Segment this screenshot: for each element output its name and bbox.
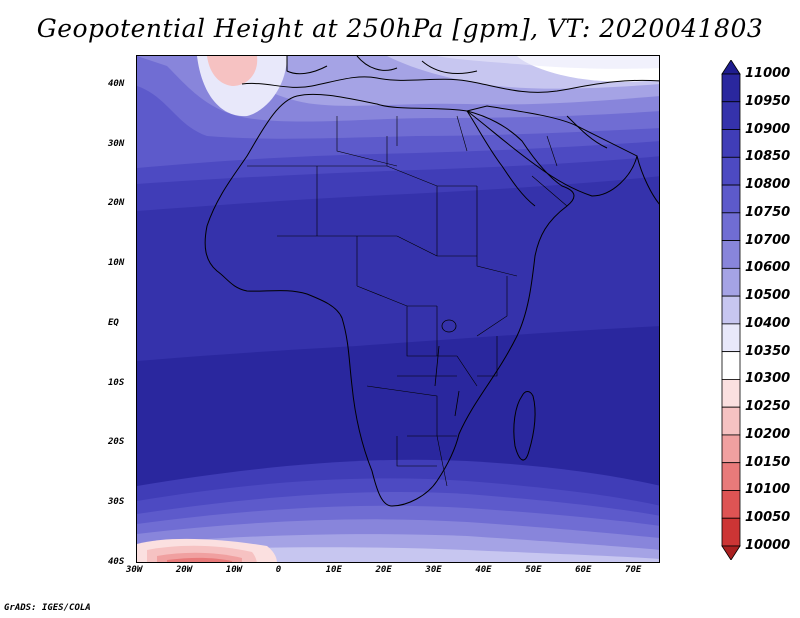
band-10150-south [167,557,232,562]
color-bar-level-label: 10100 [745,482,791,498]
color-bar-swatch [721,351,741,380]
color-bar-level-label: 10050 [745,510,791,526]
color-bar-swatch [721,434,741,464]
lon-tick-label: 20W [175,565,193,575]
lat-tick-label: EQ [108,317,119,328]
color-bar-swatch [721,323,741,353]
lon-tick-label: 40E [475,565,492,575]
color-bar-max-arrow [721,60,741,75]
lat-tick-label: 10S [108,377,125,388]
color-bar-level-label: 10800 [745,177,791,193]
band-10250-north [207,56,258,86]
color-bar-swatch [721,240,741,269]
color-bar-swatch [721,517,741,547]
lake-victoria [441,319,457,333]
persian-gulf [566,115,608,149]
grads-credit: GrADS: IGES/COLA [4,603,91,613]
color-bar-swatch [721,101,741,130]
map-panel [136,55,660,563]
color-bar-level-label: 10300 [745,371,791,387]
lon-tick-label: 10W [225,565,243,575]
color-bar-swatch [721,490,741,519]
color-bar-level-label: 10850 [745,149,791,165]
color-bar-level-label: 10700 [745,232,791,248]
lat-tick-label: 20N [108,198,125,209]
lon-tick-label: 60E [575,565,592,575]
color-bar-level-label: 11000 [745,66,791,81]
lat-tick-label: 40N [108,78,125,89]
lake-malawi [454,390,460,417]
lon-tick-label: 10E [325,565,342,575]
lat-tick-label: 40S [108,557,125,567]
color-bar-level-label: 10900 [745,121,791,137]
color-bar-swatch [721,156,741,186]
red-sea [466,110,536,207]
lat-tick-label: 30N [108,138,125,149]
color-bar-swatch [721,379,741,408]
arabian-peninsula [465,105,638,197]
lake-tanganyika [434,345,440,387]
color-bar [721,60,741,560]
lakes [434,319,460,417]
height-field-map [137,56,659,562]
asia-coast [636,155,659,205]
color-bar-swatch [721,295,741,325]
color-bar-level-label: 10400 [745,315,791,331]
lat-tick-label: 30S [108,497,125,508]
lon-tick-label: 0 [275,565,282,575]
lat-tick-label: 20S [108,437,125,448]
color-bar-level-label: 10000 [745,538,791,553]
lon-tick-label: 20E [375,565,392,575]
country-borders [247,115,568,487]
lon-tick-label: 70E [625,565,642,575]
color-bar-swatch [721,267,741,297]
map-title: Geopotential Height at 250hPa [gpm], VT:… [36,14,764,43]
color-bar-level-label: 10600 [745,260,791,276]
coastlines [204,56,659,507]
color-bar-swatch [721,184,741,214]
color-bar-level-label: 10150 [745,454,791,470]
band-10400-ne [437,56,659,69]
color-bar-level-label: 10350 [745,343,791,359]
color-bar-swatch [721,406,741,436]
color-bar-swatch [721,212,741,241]
color-bar-swatch [721,129,741,158]
europe-coast [241,76,659,93]
color-bar-level-label: 10250 [745,399,791,415]
color-bar-swatch [721,462,741,491]
color-bar-level-label: 10750 [745,204,791,220]
color-bar-level-label: 10950 [745,93,791,109]
madagascar-coastline [513,391,536,461]
lat-tick-label: 10N [108,258,125,269]
color-bar-level-label: 10200 [745,426,791,442]
mediterranean-north [286,56,478,75]
color-bar-min-arrow [721,545,741,560]
lon-tick-label: 30W [126,565,143,575]
lon-tick-label: 50E [525,565,542,575]
color-bar-swatch [721,73,741,103]
lon-tick-label: 30E [425,565,442,575]
color-bar-level-label: 10500 [745,288,791,304]
